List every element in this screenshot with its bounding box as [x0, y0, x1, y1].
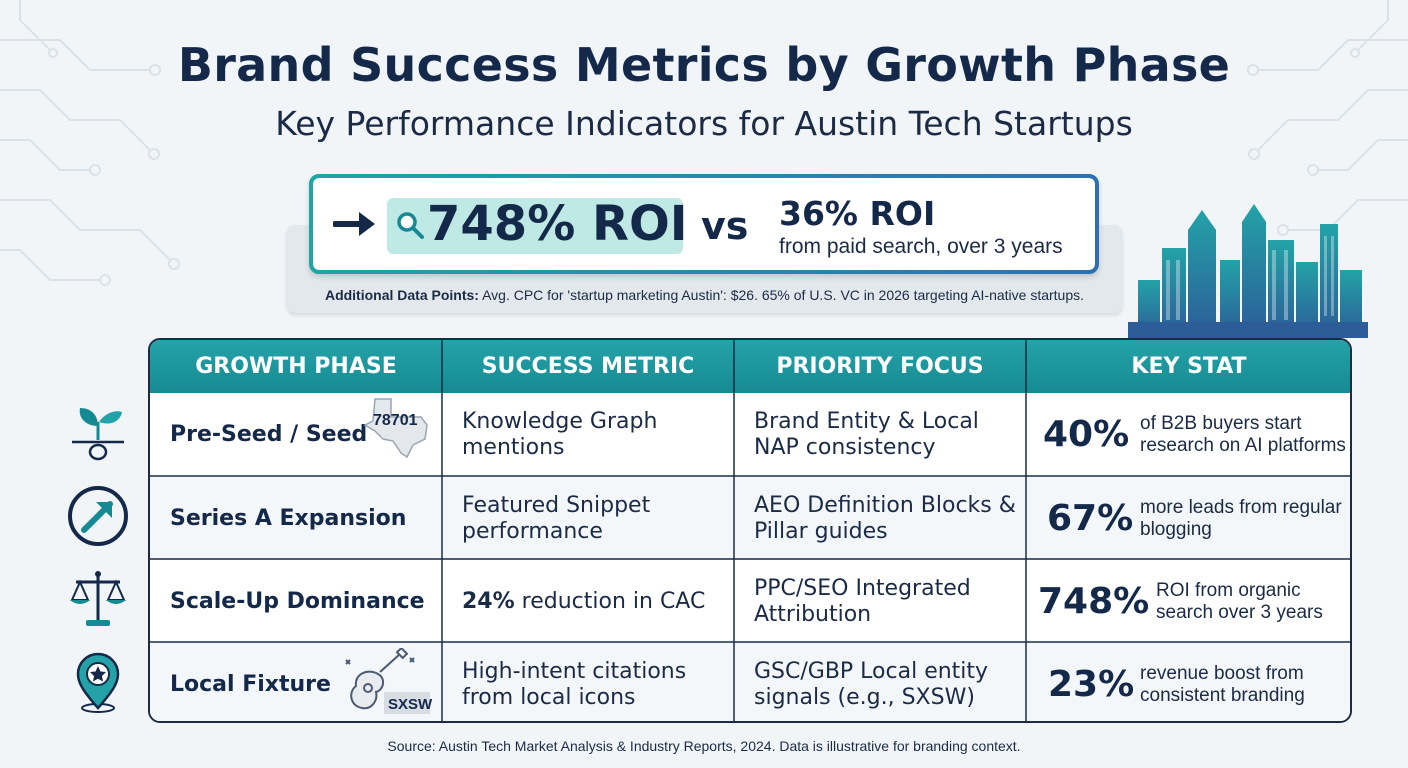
row-divider — [150, 558, 1350, 560]
source-footnote: Source: Austin Tech Market Analysis & In… — [387, 738, 1021, 754]
austin-skyline-icon — [1128, 204, 1368, 338]
column-divider — [1025, 340, 1027, 721]
note-label: Additional Data Points: — [324, 287, 479, 303]
texas-map-icon: 78701 — [363, 398, 428, 459]
circuit-decoration-right — [1247, 0, 1408, 236]
focus-cell: AEO Definition Blocks & Pillar guides — [754, 492, 1016, 544]
guitar-icon: SXSW — [345, 648, 433, 714]
zip-code-badge: 78701 — [373, 412, 418, 429]
phase-label: Pre-Seed / Seed — [170, 422, 368, 447]
table-row: Scale-Up Dominance 24% reduction in CAC … — [150, 560, 1350, 643]
metric-cell: Knowledge Graph mentions — [462, 408, 658, 460]
phase-label: Local Fixture — [170, 672, 331, 697]
additional-data-note: Additional Data Points: Avg. CPC for 'st… — [287, 287, 1122, 303]
stat-description: more leads from regular blogging — [1140, 496, 1342, 540]
paid-roi-caption: from paid search, over 3 years — [779, 235, 1063, 258]
focus-cell: Brand Entity & Local NAP consistency — [754, 408, 979, 460]
row-divider — [150, 641, 1350, 643]
search-icon — [397, 212, 424, 239]
stat-description: of B2B buyers start research on AI platf… — [1140, 412, 1346, 456]
header-growth-phase: GROWTH PHASE — [195, 354, 397, 379]
stat-value: 40% — [1043, 414, 1130, 455]
header-priority-focus: PRIORITY FOCUS — [776, 354, 984, 379]
stat-value: 748% — [1038, 581, 1150, 622]
location-pin-star-icon — [76, 652, 120, 713]
focus-cell: PPC/SEO Integrated Attribution — [754, 575, 971, 627]
right-arrow-icon — [333, 212, 375, 236]
metric-cell: 24% reduction in CAC — [462, 560, 732, 643]
paid-roi-stat: 36% ROI — [779, 194, 936, 233]
metric-text: reduction in CAC — [514, 588, 706, 614]
stat-description: ROI from organic search over 3 years — [1156, 579, 1323, 623]
metric-cell: Featured Snippet performance — [462, 492, 651, 544]
metric-highlight: 24% — [462, 588, 515, 614]
metric-cell: High-intent citations from local icons — [462, 658, 687, 710]
growth-arrow-icon — [68, 486, 128, 546]
roi-comparison-card: 748% ROI vs 36% ROI from paid search, ov… — [309, 174, 1099, 274]
circuit-decoration-left — [0, 0, 180, 286]
sxsw-badge: SXSW — [388, 696, 433, 713]
focus-cell: GSC/GBP Local entity signals (e.g., SXSW… — [754, 658, 989, 710]
metrics-table: GROWTH PHASE SUCCESS METRIC PRIORITY FOC… — [148, 338, 1352, 723]
highlight-pill — [387, 198, 683, 254]
phase-label: Scale-Up Dominance — [170, 589, 425, 614]
organic-roi-stat: 748% ROI — [427, 196, 688, 252]
column-divider — [733, 340, 735, 721]
table-row: Pre-Seed / Seed Knowledge Graph mentions… — [150, 393, 1350, 476]
scales-icon — [70, 571, 126, 626]
stat-description: revenue boost from consistent branding — [1140, 662, 1305, 706]
seedling-icon — [72, 408, 124, 461]
page-title: Brand Success Metrics by Growth Phase — [177, 38, 1231, 92]
versus-label: vs — [701, 204, 749, 248]
row-divider — [150, 475, 1350, 477]
table-row: Series A Expansion Featured Snippet perf… — [150, 477, 1350, 560]
column-divider — [441, 340, 443, 721]
stat-value: 23% — [1048, 664, 1135, 705]
table-row: Local Fixture High-intent citations from… — [150, 643, 1350, 721]
page-subtitle: Key Performance Indicators for Austin Te… — [275, 104, 1133, 143]
header-success-metric: SUCCESS METRIC — [481, 354, 695, 379]
stat-value: 67% — [1047, 498, 1134, 539]
table-header: GROWTH PHASE SUCCESS METRIC PRIORITY FOC… — [150, 340, 1350, 393]
header-key-stat: KEY STAT — [1131, 354, 1247, 379]
phase-label: Series A Expansion — [170, 506, 407, 531]
note-text: Avg. CPC for 'startup marketing Austin':… — [478, 287, 1085, 303]
